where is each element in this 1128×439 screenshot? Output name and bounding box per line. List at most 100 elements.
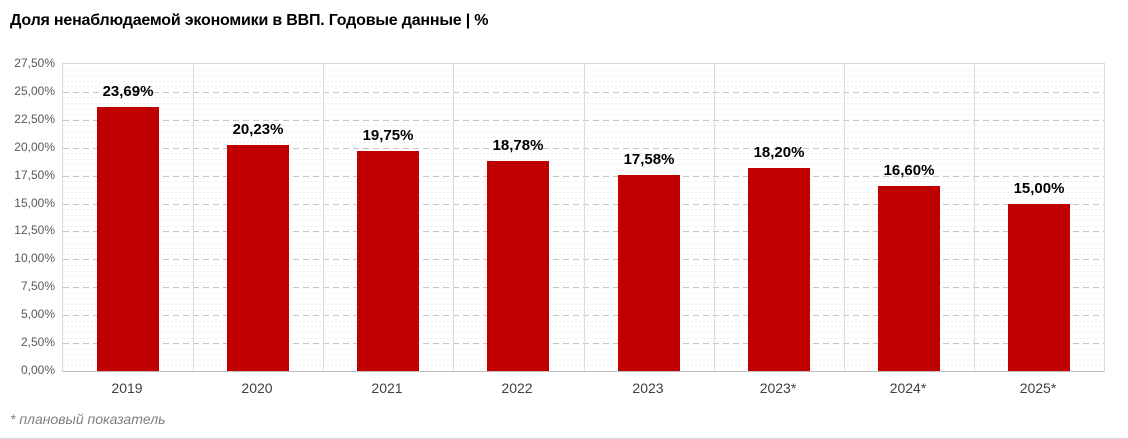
- category-separator: [844, 64, 845, 371]
- major-gridline: [63, 175, 1104, 177]
- minor-gridline: [63, 292, 1104, 294]
- minor-gridline: [63, 181, 1104, 183]
- y-tick-label: 12,50%: [14, 223, 55, 238]
- y-tick-label: 15,00%: [14, 195, 55, 210]
- y-tick-label: 0,00%: [20, 363, 55, 377]
- minor-gridline: [63, 80, 1104, 82]
- y-tick-label: 25,00%: [14, 83, 55, 98]
- major-gridline: [63, 259, 1104, 261]
- bar-2022: [487, 161, 549, 371]
- minor-gridline: [63, 103, 1104, 105]
- y-tick-label: 17,50%: [14, 167, 55, 182]
- minor-gridline: [63, 153, 1104, 155]
- bar-2021: [357, 151, 419, 371]
- category-separator: [453, 64, 454, 371]
- x-tick-label-2024-plan: 2024*: [889, 380, 927, 396]
- minor-gridline: [63, 309, 1104, 311]
- minor-gridline: [63, 242, 1104, 244]
- minor-gridline: [63, 281, 1104, 283]
- x-tick-label-2023-plan: 2023*: [759, 380, 797, 396]
- y-tick-label: 10,00%: [14, 251, 55, 266]
- minor-gridline: [63, 337, 1104, 339]
- major-gridline: [63, 287, 1104, 289]
- bar-value-label-2022: 18,78%: [492, 137, 544, 154]
- minor-gridline: [63, 220, 1104, 222]
- x-tick-label-2022: 2022: [501, 380, 533, 396]
- bar-value-label-2020: 20,23%: [232, 121, 284, 138]
- minor-gridline: [63, 359, 1104, 361]
- minor-gridline: [63, 108, 1104, 110]
- chart-title: Доля ненаблюдаемой экономики в ВВП. Годо…: [10, 12, 489, 29]
- bar-2023: [618, 175, 680, 371]
- minor-gridline: [63, 237, 1104, 239]
- bar-value-label-2025-plan: 15,00%: [1013, 180, 1065, 197]
- minor-gridline: [63, 86, 1104, 88]
- bar-value-label-2024-plan: 16,60%: [883, 162, 935, 179]
- category-separator: [974, 64, 975, 371]
- x-tick-label-2021: 2021: [371, 380, 403, 396]
- minor-gridline: [63, 276, 1104, 278]
- category-separator: [584, 64, 585, 371]
- minor-gridline: [63, 209, 1104, 211]
- minor-gridline: [63, 142, 1104, 144]
- minor-gridline: [63, 326, 1104, 328]
- minor-gridline: [63, 365, 1104, 367]
- minor-gridline: [63, 214, 1104, 216]
- minor-gridline: [63, 354, 1104, 356]
- category-separator: [193, 64, 194, 371]
- minor-gridline: [63, 69, 1104, 71]
- y-tick-label: 22,50%: [14, 111, 55, 126]
- x-tick-label-2019: 2019: [111, 380, 143, 396]
- minor-gridline: [63, 186, 1104, 188]
- y-tick-label: 5,00%: [20, 307, 55, 322]
- minor-gridline: [63, 331, 1104, 333]
- bar-2024-plan: [878, 186, 940, 371]
- bar-2025-plan: [1008, 204, 1070, 371]
- bar-2023-plan: [748, 168, 810, 371]
- bar-value-label-2023-plan: 18,20%: [753, 144, 805, 161]
- bar-value-label-2023: 17,58%: [623, 151, 675, 168]
- x-tick-label-2020: 2020: [241, 380, 273, 396]
- minor-gridline: [63, 130, 1104, 132]
- y-tick-label: 2,50%: [20, 335, 55, 350]
- y-axis: 0,00% 2,50% 5,00% 7,50% 10,00% 12,50% 15,00% 17…: [0, 56, 55, 377]
- minor-gridline: [63, 248, 1104, 250]
- major-gridline: [63, 203, 1104, 205]
- bar-2020: [227, 145, 289, 371]
- plot-area: 23,69% 20,23% 19,75% 18,78% 17,58% 18,20% 16,6…: [62, 63, 1105, 372]
- minor-gridline: [63, 192, 1104, 194]
- minor-gridline: [63, 114, 1104, 116]
- minor-gridline: [63, 136, 1104, 138]
- x-axis: 2019 2020 2021 2022 2023 2023* 2024* 2025*: [62, 380, 1105, 402]
- minor-gridline: [63, 197, 1104, 199]
- minor-gridline: [63, 264, 1104, 266]
- footnote: * плановый показатель: [10, 411, 166, 427]
- bar-value-label-2021: 19,75%: [362, 127, 414, 144]
- minor-gridline: [63, 97, 1104, 99]
- major-gridline: [63, 343, 1104, 345]
- major-gridline: [63, 91, 1104, 93]
- minor-gridline: [63, 304, 1104, 306]
- minor-gridline: [63, 320, 1104, 322]
- minor-gridline: [63, 225, 1104, 227]
- minor-gridline: [63, 164, 1104, 166]
- x-tick-label-2025-plan: 2025*: [1019, 380, 1057, 396]
- major-gridline: [63, 147, 1104, 149]
- minor-gridline: [63, 75, 1104, 77]
- minor-gridline: [63, 170, 1104, 172]
- minor-gridline: [63, 298, 1104, 300]
- minor-gridline: [63, 270, 1104, 272]
- major-gridline: [63, 231, 1104, 233]
- x-tick-label-2023: 2023: [632, 380, 664, 396]
- y-tick-label: 7,50%: [20, 279, 55, 294]
- category-separator: [323, 64, 324, 371]
- minor-gridline: [63, 158, 1104, 160]
- minor-gridline: [63, 125, 1104, 127]
- category-separator: [714, 64, 715, 371]
- y-tick-label: 27,50%: [14, 56, 55, 70]
- bar-2019: [97, 107, 159, 371]
- major-gridline: [63, 315, 1104, 317]
- minor-gridline: [63, 348, 1104, 350]
- y-tick-label: 20,00%: [14, 139, 55, 154]
